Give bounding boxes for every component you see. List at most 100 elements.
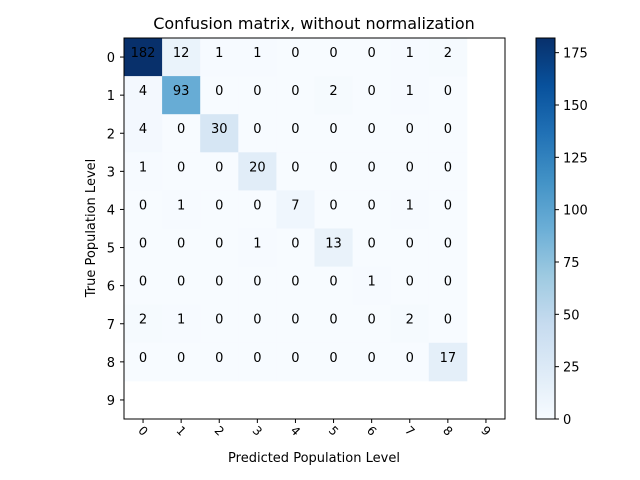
heatmap-cell — [314, 266, 353, 306]
heatmap-cell — [124, 76, 163, 115]
cell-value: 0 — [177, 160, 185, 175]
x-tick-label: 1 — [173, 423, 188, 438]
heatmap-cell — [238, 76, 277, 115]
heatmap-cell — [314, 152, 353, 191]
cell-value: 0 — [253, 351, 261, 366]
heatmap-cell — [162, 38, 201, 77]
heatmap-cell — [238, 266, 277, 306]
heatmap-cell — [124, 38, 163, 77]
cell-value: 0 — [215, 237, 223, 252]
colorbar-tick-label: 125 — [563, 151, 588, 166]
cell-value: 0 — [291, 160, 299, 175]
heatmap-cell — [162, 304, 201, 344]
heatmap-cell — [352, 266, 392, 306]
heatmap-cell — [390, 76, 430, 115]
heatmap-cell — [238, 228, 277, 267]
cell-value: 0 — [291, 351, 299, 366]
plot-frame — [123, 37, 506, 420]
y-tick-label: 3 — [107, 165, 115, 180]
cell-value: 0 — [329, 351, 337, 366]
heatmap-cell — [390, 190, 430, 229]
cell-value: 0 — [406, 237, 414, 252]
cell-value: 0 — [139, 275, 147, 290]
heatmap-cell — [200, 342, 239, 382]
heatmap-cell — [124, 114, 163, 153]
cell-value: 0 — [406, 351, 414, 366]
y-tick-label: 6 — [107, 280, 115, 295]
heatmap-cell — [162, 152, 201, 191]
heatmap-cell — [428, 304, 468, 344]
heatmap-cell — [200, 190, 239, 229]
heatmap-cell — [390, 342, 430, 382]
heatmap-cell — [162, 266, 201, 306]
heatmap-cell — [162, 228, 201, 267]
cell-value: 0 — [291, 275, 299, 290]
heatmap-cell — [162, 114, 201, 153]
heatmap-cell — [124, 304, 163, 344]
cell-value: 0 — [291, 237, 299, 252]
cell-value: 1 — [177, 313, 185, 328]
heatmap-cell — [276, 152, 315, 191]
heatmap-cell — [276, 76, 315, 115]
cell-value: 0 — [329, 313, 337, 328]
cell-value: 0 — [253, 122, 261, 137]
heatmap-cell — [352, 228, 392, 267]
heatmap-cell — [428, 38, 468, 77]
x-tick-label: 9 — [478, 423, 493, 438]
heatmap-cell — [428, 152, 468, 191]
cell-value: 1 — [406, 198, 414, 213]
heatmap-cell — [238, 38, 277, 77]
heatmap-cell — [200, 304, 239, 344]
colorbar-tick-label: 150 — [563, 99, 588, 114]
cell-value: 13 — [325, 237, 342, 252]
cell-value: 0 — [329, 198, 337, 213]
cell-value: 0 — [368, 351, 376, 366]
y-tick-label: 7 — [107, 318, 115, 333]
colorbar-tick-label: 75 — [563, 256, 580, 271]
heatmap-cell — [238, 152, 277, 191]
y-tick-label: 4 — [107, 203, 115, 218]
x-tick-label: 8 — [440, 423, 455, 438]
cell-value: 0 — [368, 46, 376, 61]
heatmap-cell — [428, 266, 468, 306]
cell-value: 1 — [215, 46, 223, 61]
cell-value: 0 — [444, 275, 452, 290]
colorbar-ticks: 0 25 50 75 100 125 150 175 — [555, 47, 588, 428]
cell-value: 0 — [291, 313, 299, 328]
cell-value: 0 — [406, 122, 414, 137]
heatmap-cell — [276, 114, 315, 153]
x-axis-ticks: 0 1 2 3 4 5 6 7 8 9 — [135, 419, 494, 439]
cell-value: 1 — [368, 275, 376, 290]
heatmap-cell — [238, 190, 277, 229]
heatmap-cell — [162, 76, 201, 115]
y-tick-label: 9 — [107, 394, 115, 409]
cell-value: 30 — [211, 122, 228, 137]
heatmap-cell — [276, 38, 315, 77]
cell-value: 1 — [139, 160, 147, 175]
colorbar-tick-label: 0 — [563, 413, 571, 428]
cell-value: 0 — [139, 198, 147, 213]
cell-value: 0 — [177, 122, 185, 137]
heatmap-cell — [352, 38, 392, 77]
cell-value: 0 — [406, 160, 414, 175]
y-axis-label: True Population Level — [84, 159, 99, 299]
y-tick-label: 1 — [107, 89, 115, 104]
colorbar-tick-label: 50 — [563, 308, 580, 323]
cell-value: 0 — [177, 351, 185, 366]
cell-value: 0 — [368, 313, 376, 328]
heatmap-cell — [314, 114, 353, 153]
heatmap-cell — [314, 342, 353, 382]
colorbar-tick-label: 25 — [563, 361, 580, 376]
cell-value: 0 — [444, 313, 452, 328]
heatmap-cell — [390, 38, 430, 77]
heatmap-cell — [314, 304, 353, 344]
cell-value: 1 — [253, 46, 261, 61]
cell-value: 2 — [329, 84, 337, 99]
heatmap-cell — [238, 304, 277, 344]
cell-value: 0 — [291, 84, 299, 99]
heatmap-cell — [428, 114, 468, 153]
heatmap-cell — [314, 228, 353, 267]
heatmap-cell — [276, 304, 315, 344]
heatmap-cell — [390, 114, 430, 153]
heatmap-cell — [352, 190, 392, 229]
